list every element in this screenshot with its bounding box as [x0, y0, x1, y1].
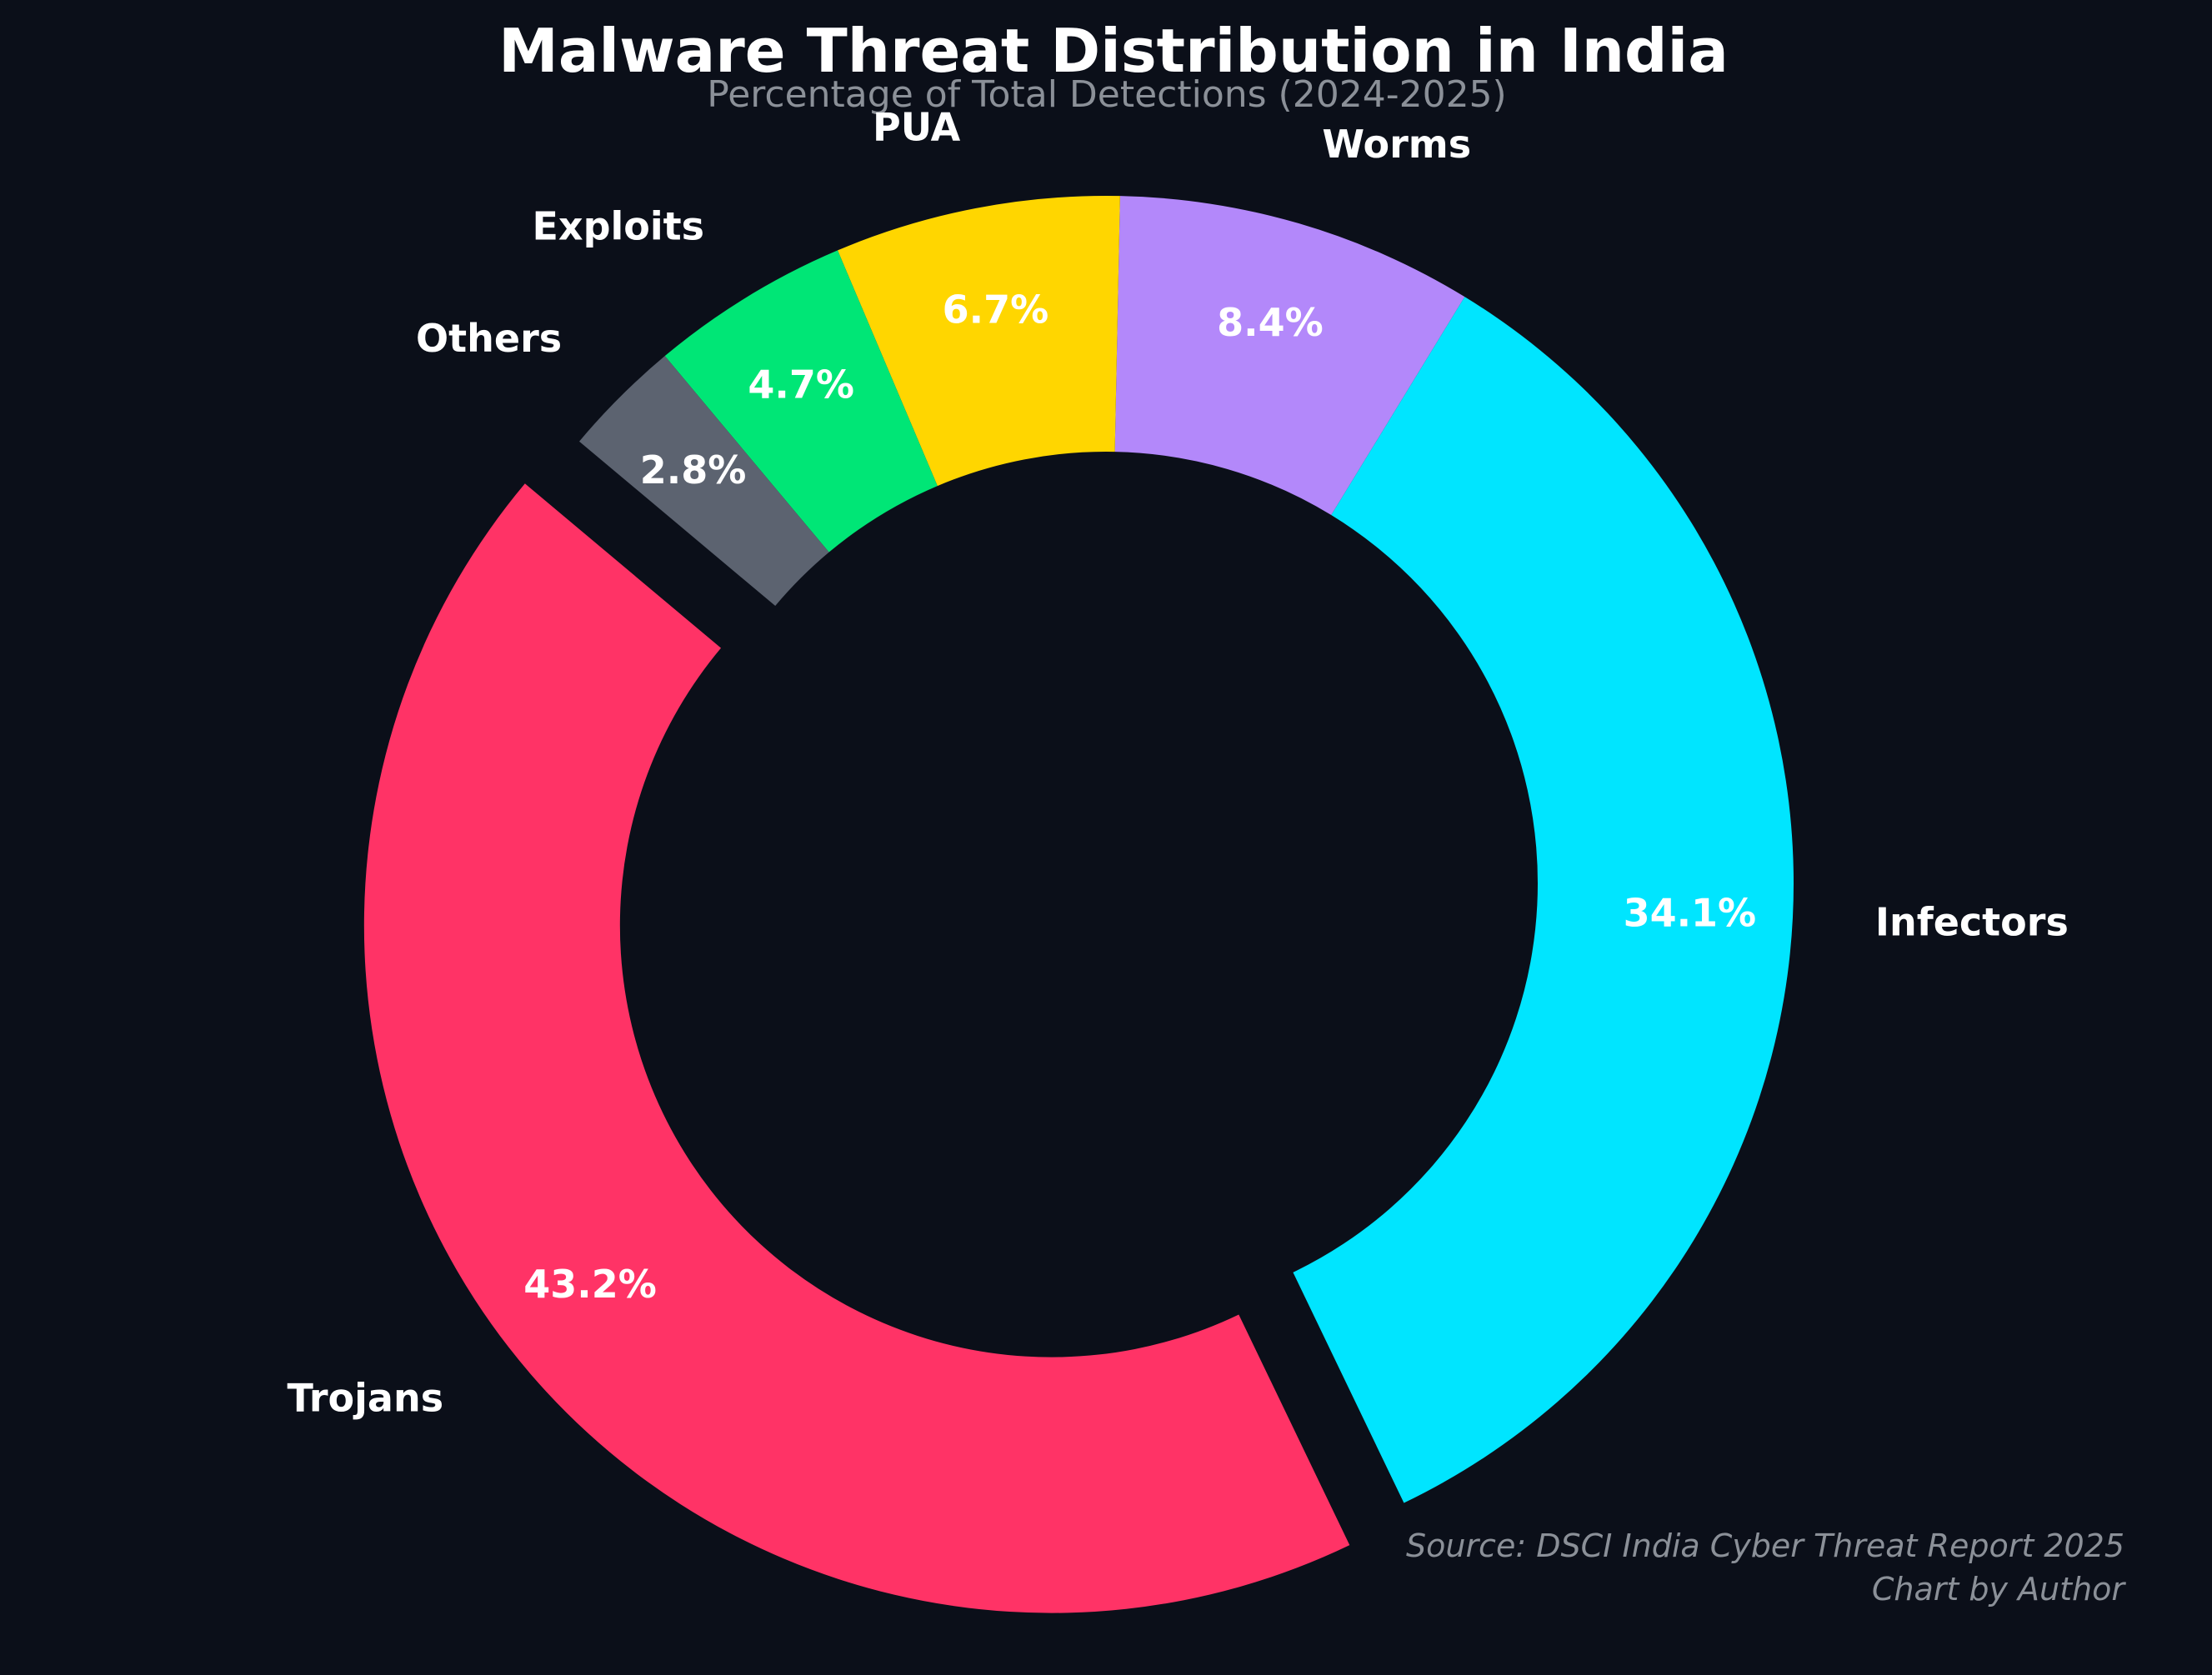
category-labels-group: Trojans Infectors Worms PUA Exploits Others: [288, 105, 2069, 1421]
category-label-exploits: Exploits: [532, 204, 704, 249]
slices-group: [363, 196, 1794, 1613]
slice-exploits: [664, 250, 938, 552]
slice-trojans: [363, 483, 1350, 1613]
category-label-pua: PUA: [873, 105, 961, 150]
chart-title: Malware Threat Distribution in India: [498, 16, 1729, 86]
percent-label-trojans: 43.2%: [523, 1262, 657, 1307]
percent-label-worms: 8.4%: [1217, 300, 1324, 345]
category-label-worms: Worms: [1322, 122, 1471, 167]
percent-label-exploits: 4.7%: [748, 362, 854, 408]
category-label-infectors: Infectors: [1875, 899, 2069, 944]
category-label-trojans: Trojans: [288, 1375, 444, 1420]
percent-label-pua: 6.7%: [943, 287, 1049, 332]
slice-worms: [1114, 196, 1465, 516]
author-note: Chart by Author: [1872, 1571, 2127, 1608]
slice-infectors: [1293, 297, 1794, 1503]
category-label-others: Others: [416, 316, 562, 361]
percent-label-infectors: 34.1%: [1624, 890, 1757, 935]
slice-pua: [838, 196, 1120, 487]
slice-others: [579, 356, 829, 607]
chart-subtitle: Percentage of Total Detections (2024-202…: [707, 73, 1506, 116]
source-note: Source: DSCI India Cyber Threat Report 2…: [1406, 1528, 2124, 1564]
percent-labels-group: 43.2% 34.1% 8.4% 6.7% 4.7%2.8%: [523, 287, 1756, 1306]
percent-label-others: 2.8%: [640, 448, 747, 492]
